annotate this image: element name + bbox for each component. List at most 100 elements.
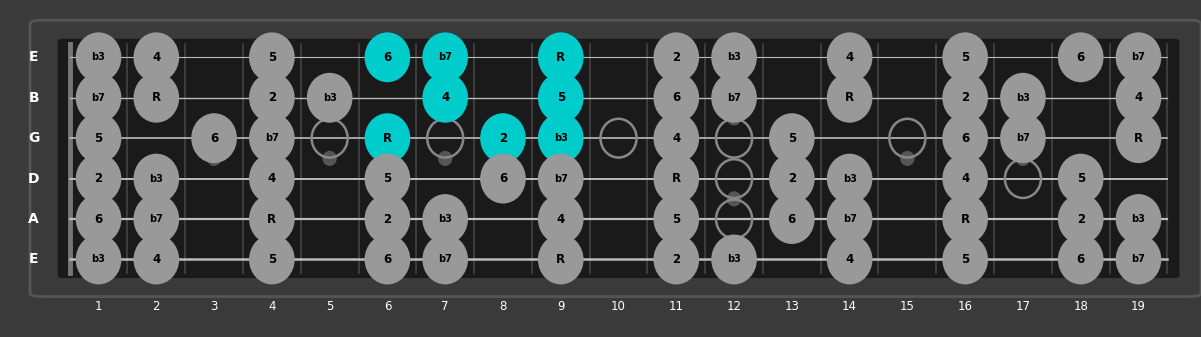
Ellipse shape <box>538 154 584 204</box>
Ellipse shape <box>306 73 352 123</box>
Text: 6: 6 <box>383 300 392 313</box>
Ellipse shape <box>1000 73 1046 123</box>
Ellipse shape <box>133 32 179 82</box>
Text: b3: b3 <box>727 52 741 62</box>
Text: R: R <box>846 91 854 104</box>
Ellipse shape <box>538 235 584 284</box>
FancyBboxPatch shape <box>58 39 1179 278</box>
Text: b3: b3 <box>438 214 452 224</box>
Text: G: G <box>28 131 40 145</box>
Text: R: R <box>961 213 969 225</box>
Text: 5: 5 <box>95 132 102 145</box>
Ellipse shape <box>826 235 872 284</box>
Text: 4: 4 <box>556 213 564 225</box>
Text: 16: 16 <box>957 300 973 313</box>
Ellipse shape <box>249 32 294 82</box>
Text: 4: 4 <box>846 51 854 64</box>
Text: b7: b7 <box>1131 52 1146 62</box>
Text: 15: 15 <box>900 300 915 313</box>
Ellipse shape <box>207 151 221 166</box>
Text: 6: 6 <box>1076 51 1085 64</box>
Ellipse shape <box>133 73 179 123</box>
Text: R: R <box>151 91 161 104</box>
Ellipse shape <box>1058 32 1104 82</box>
Text: b7: b7 <box>91 93 106 103</box>
Ellipse shape <box>901 151 915 166</box>
Text: 2: 2 <box>673 253 680 266</box>
Ellipse shape <box>76 154 121 204</box>
Text: 5: 5 <box>961 51 969 64</box>
Text: 4: 4 <box>846 253 854 266</box>
Text: 4: 4 <box>268 300 275 313</box>
Text: 2: 2 <box>673 51 680 64</box>
Text: b3: b3 <box>91 52 106 62</box>
Ellipse shape <box>365 235 411 284</box>
Ellipse shape <box>1000 113 1046 163</box>
Ellipse shape <box>653 235 699 284</box>
Text: b3: b3 <box>554 133 568 143</box>
Ellipse shape <box>538 194 584 244</box>
Ellipse shape <box>133 154 179 204</box>
Text: R: R <box>1134 132 1143 145</box>
Ellipse shape <box>538 113 584 163</box>
Ellipse shape <box>365 32 411 82</box>
Text: 2: 2 <box>961 91 969 104</box>
Text: R: R <box>268 213 276 225</box>
Ellipse shape <box>249 113 294 163</box>
Ellipse shape <box>365 154 411 204</box>
Text: E: E <box>29 50 38 64</box>
Ellipse shape <box>943 194 988 244</box>
Ellipse shape <box>826 194 872 244</box>
Text: 6: 6 <box>383 253 392 266</box>
Text: R: R <box>383 132 392 145</box>
Ellipse shape <box>249 235 294 284</box>
Text: 2: 2 <box>153 300 160 313</box>
Text: 6: 6 <box>673 91 681 104</box>
Ellipse shape <box>480 154 526 204</box>
Ellipse shape <box>943 235 988 284</box>
Ellipse shape <box>1116 73 1161 123</box>
Ellipse shape <box>826 154 872 204</box>
Text: B: B <box>29 91 38 105</box>
Ellipse shape <box>423 73 468 123</box>
Text: 7: 7 <box>442 300 449 313</box>
Ellipse shape <box>943 32 988 82</box>
Text: b3: b3 <box>323 93 336 103</box>
Ellipse shape <box>538 73 584 123</box>
Text: b7: b7 <box>438 52 452 62</box>
Ellipse shape <box>480 113 526 163</box>
Ellipse shape <box>76 32 121 82</box>
Ellipse shape <box>1058 235 1104 284</box>
Text: 17: 17 <box>1015 300 1030 313</box>
FancyBboxPatch shape <box>30 20 1201 297</box>
Text: 19: 19 <box>1131 300 1146 313</box>
Ellipse shape <box>727 191 741 206</box>
Text: 6: 6 <box>961 132 969 145</box>
Text: 4: 4 <box>673 132 681 145</box>
Text: b7: b7 <box>149 214 163 224</box>
Ellipse shape <box>76 194 121 244</box>
Text: 6: 6 <box>498 172 507 185</box>
Ellipse shape <box>653 113 699 163</box>
Text: 5: 5 <box>268 51 276 64</box>
Text: b3: b3 <box>727 254 741 265</box>
Text: b7: b7 <box>554 174 568 184</box>
Ellipse shape <box>1116 32 1161 82</box>
Ellipse shape <box>133 194 179 244</box>
Text: b3: b3 <box>91 254 106 265</box>
Text: 6: 6 <box>383 51 392 64</box>
Ellipse shape <box>711 235 757 284</box>
Ellipse shape <box>249 194 294 244</box>
Ellipse shape <box>538 32 584 82</box>
Text: b7: b7 <box>265 133 279 143</box>
Text: 14: 14 <box>842 300 858 313</box>
Ellipse shape <box>1016 151 1030 166</box>
Text: b3: b3 <box>843 174 856 184</box>
Ellipse shape <box>943 154 988 204</box>
Ellipse shape <box>1116 113 1161 163</box>
Text: 5: 5 <box>268 253 276 266</box>
Text: b3: b3 <box>1131 214 1146 224</box>
Ellipse shape <box>943 73 988 123</box>
Text: 11: 11 <box>669 300 683 313</box>
Text: 4: 4 <box>1135 91 1142 104</box>
